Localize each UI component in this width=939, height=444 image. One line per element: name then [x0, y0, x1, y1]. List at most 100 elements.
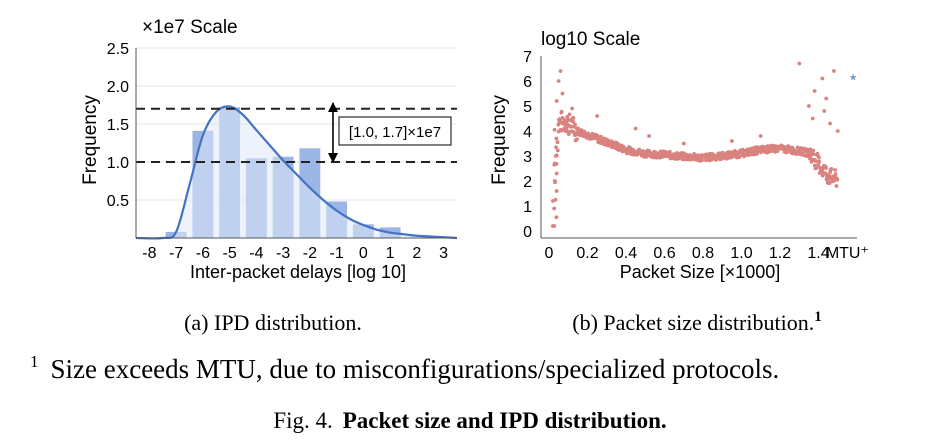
packet-point — [558, 119, 563, 124]
packet-point — [811, 148, 816, 153]
packet-y-tick: 3 — [523, 149, 532, 166]
packet-point — [553, 154, 558, 158]
ipd-axes — [135, 48, 457, 239]
packet-x-tick: 0 — [545, 245, 554, 262]
packet-point — [814, 159, 818, 163]
packet-point — [571, 119, 576, 124]
ipd-scale-label: ×1e7 Scale — [142, 17, 238, 38]
packet-outlier-point — [729, 139, 734, 143]
packet-outlier-point — [820, 76, 825, 81]
packet-point — [552, 127, 557, 132]
packet-outlier-point — [806, 104, 811, 108]
packet-outlier-point — [570, 106, 574, 111]
caption-a: (a) IPD distribution. — [184, 310, 362, 335]
packet-y-tick: 4 — [523, 124, 532, 141]
figure-title: Packet size and IPD distribution. — [343, 408, 667, 433]
packet-point — [554, 145, 558, 150]
ipd-y-tick: 1.5 — [107, 117, 129, 134]
packet-x-label: Packet Size [×1000] — [620, 262, 781, 282]
ipd-curve-fill — [136, 106, 457, 239]
ipd-y-tick: 1.0 — [107, 155, 129, 172]
ipd-x-tick: -3 — [276, 245, 290, 262]
packet-point — [700, 158, 704, 163]
caption-b-superscript: 1 — [814, 309, 822, 325]
packet-x-tick: 1.0 — [730, 245, 752, 262]
packet-y-label: Frequency — [489, 95, 510, 185]
packet-axes — [540, 56, 857, 239]
ipd-x-ticks: -8 -7 -6 -5 -4 -3 -2 -1 0 1 2 3 — [142, 245, 448, 262]
ipd-x-tick: -4 — [249, 245, 263, 262]
packet-outlier-point — [835, 129, 840, 133]
packet-point — [566, 132, 571, 137]
packet-outlier-point — [647, 134, 651, 138]
packet-point — [827, 173, 831, 178]
ipd-density-curve — [135, 105, 458, 240]
packet-outlier-point — [828, 121, 832, 126]
packet-outlier-point — [758, 134, 763, 138]
packet-x-tick: 0.4 — [615, 245, 637, 262]
packet-point — [817, 155, 821, 160]
ipd-y-tick: 2.5 — [107, 41, 129, 58]
packet-x-tick: 0.6 — [653, 245, 675, 262]
packet-y-tick: 6 — [523, 74, 532, 91]
packet-scale-label: log10 Scale — [541, 29, 640, 50]
packet-outlier-point — [556, 79, 561, 83]
packet-point — [671, 152, 676, 157]
packet-point — [568, 124, 573, 129]
ipd-y-tick: 2.0 — [107, 79, 129, 96]
packet-x-tick: 0.2 — [576, 245, 598, 262]
packet-outlier-point — [824, 96, 829, 101]
packet-point — [564, 126, 569, 130]
packet-point — [559, 109, 564, 114]
caption-b-text: (b) Packet size distribution. — [572, 310, 814, 335]
packet-point — [720, 150, 725, 155]
ipd-x-tick: 1 — [386, 245, 395, 262]
packet-x-tick: 1.4 — [807, 245, 829, 262]
packet-outlier-point — [558, 69, 563, 73]
packet-y-tick: 2 — [523, 174, 532, 191]
ipd-x-tick: -5 — [223, 245, 237, 262]
packet-point — [811, 152, 816, 157]
ipd-x-tick: -1 — [330, 245, 344, 262]
ipd-x-tick: -7 — [169, 245, 183, 262]
packet-outlier-point — [797, 61, 802, 66]
packet-point — [555, 148, 560, 153]
packet-point — [824, 166, 828, 170]
packet-point — [805, 154, 810, 159]
packet-point — [555, 140, 560, 145]
packet-point — [554, 189, 559, 193]
packet-x-tick: 0.8 — [692, 245, 714, 262]
packet-y-tick: 1 — [523, 199, 532, 216]
packet-point — [572, 130, 576, 134]
packet-y-tick: 7 — [523, 49, 532, 66]
packet-y-tick: 5 — [523, 99, 532, 116]
packet-outlier-point — [681, 141, 686, 146]
packet-outlier-point — [552, 179, 557, 183]
packet-mtu-point: * — [850, 73, 856, 90]
ipd-chart: ×1e7 Scale Frequency 0.51.01.52.02.5 -8-… — [80, 17, 458, 282]
packet-outlier-point — [595, 114, 600, 118]
ipd-annotation-text: [1.0, 1.7]×1e7 — [349, 124, 441, 141]
packet-y-ticks: 0 1 2 3 4 5 6 7 — [523, 49, 532, 241]
caption-b: (b) Packet size distribution.1 — [572, 309, 821, 335]
packet-point — [827, 181, 832, 186]
packet-y-tick: 0 — [523, 224, 532, 241]
ipd-x-tick: 0 — [359, 245, 368, 262]
ipd-reference-lines — [136, 107, 457, 163]
ipd-x-tick: -2 — [303, 245, 317, 262]
packet-point — [573, 122, 577, 127]
packet-outlier-point — [832, 69, 836, 73]
packet-outlier-point — [550, 199, 555, 203]
packet-point — [565, 115, 570, 119]
packet-point — [552, 206, 557, 211]
footnote-mark: 1 — [30, 352, 39, 371]
packet-points: * — [550, 61, 856, 228]
figure-caption: Fig. 4. Packet size and IPD distribution. — [273, 408, 666, 433]
packet-point — [833, 172, 838, 177]
footnote: 1 Size exceeds MTU, due to misconfigurati… — [30, 352, 779, 384]
packet-outlier-point — [550, 224, 555, 228]
ipd-y-tick: 0.5 — [107, 193, 129, 210]
packet-point — [554, 136, 559, 141]
